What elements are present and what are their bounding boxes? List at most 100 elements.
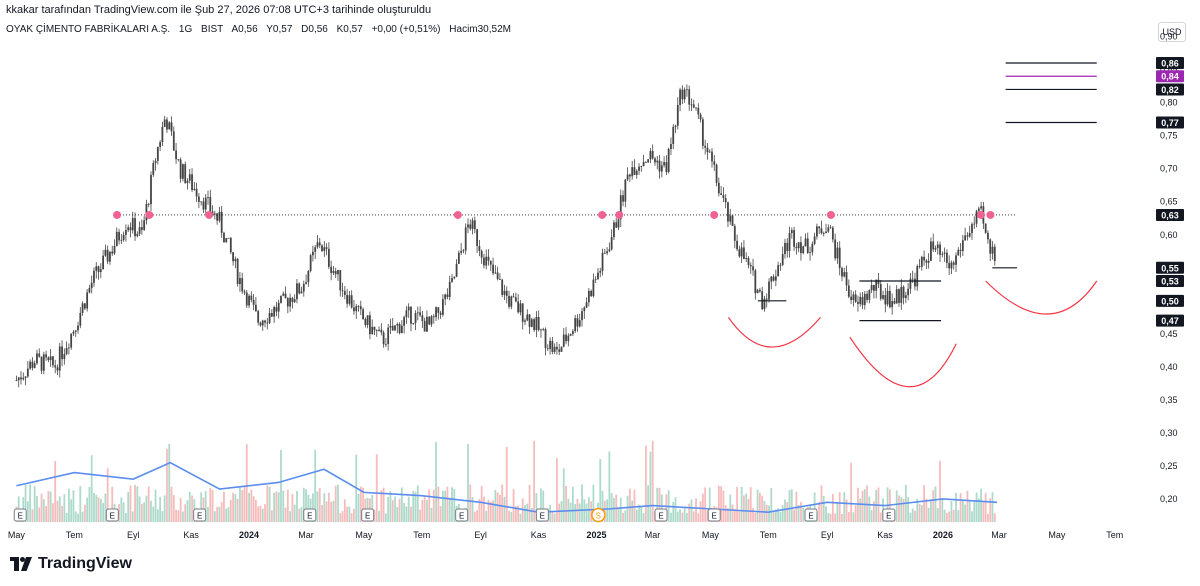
volume-bar [879, 512, 882, 522]
y-tick-label: 0,35 [1160, 395, 1178, 405]
volume-bar [398, 498, 401, 522]
volume-bar [813, 492, 816, 522]
candle-body [825, 231, 827, 234]
candle-body [127, 227, 130, 231]
candle-body [565, 334, 567, 342]
tradingview-logo[interactable]: TradingView [10, 555, 132, 573]
volume-bar [681, 512, 684, 522]
candle-body [722, 195, 725, 199]
candle-body [26, 368, 29, 377]
candle-body [993, 246, 996, 262]
candle-body [514, 297, 517, 302]
candle-body [736, 240, 738, 250]
candle-body [410, 306, 412, 324]
price-label-box [1156, 314, 1184, 327]
volume-bar [987, 513, 989, 522]
earnings-event-marker: E [707, 508, 721, 522]
interval-label[interactable]: 1G [178, 24, 193, 35]
candle-body [765, 298, 768, 300]
volume-bar [207, 507, 209, 522]
volume-bar [257, 506, 260, 522]
candle-body [460, 250, 463, 253]
candle-body [966, 235, 969, 237]
volume-bar [31, 509, 34, 522]
candle-body [546, 348, 549, 349]
candle-body [540, 329, 542, 331]
volume-bar [514, 506, 517, 522]
candle-body [387, 327, 390, 345]
candle-body [902, 286, 905, 298]
volume-bar [571, 486, 574, 522]
volume-bar [749, 487, 752, 522]
candle-body [941, 253, 944, 255]
candle-body [562, 334, 565, 347]
volume-bar [421, 500, 424, 522]
volume-bar [660, 494, 663, 522]
volume-bar [496, 492, 499, 522]
volume-bar [243, 486, 246, 522]
candle-body [152, 162, 155, 175]
volume-bar [485, 510, 488, 522]
candle-body [583, 307, 586, 312]
candle-body [578, 320, 581, 327]
candle-body [679, 89, 681, 105]
volume-bar [325, 501, 328, 522]
volume-bar [923, 485, 925, 522]
candle-body [115, 231, 118, 246]
pattern-curve [985, 280, 1098, 315]
currency-button[interactable]: USD [1158, 22, 1186, 42]
candle-body [469, 224, 472, 229]
price-label: 0,82 [1156, 83, 1184, 96]
candle-body [535, 316, 538, 330]
candle-body [218, 211, 221, 221]
candle-body [309, 255, 312, 271]
earnings-event-marker: E [105, 508, 119, 522]
volume-bar [102, 502, 105, 522]
volume-bar [56, 500, 59, 522]
volume-bar [341, 511, 344, 522]
volume-bar [993, 513, 996, 522]
candle-body [343, 290, 346, 295]
candle-body [676, 104, 679, 126]
volume-bar [410, 506, 412, 522]
y-tick-label: 0,40 [1160, 362, 1178, 372]
candle-body [232, 252, 234, 262]
volume-bar [898, 495, 900, 522]
candle-body [505, 290, 508, 297]
price-label-box [1156, 208, 1184, 221]
candle-body [738, 249, 741, 257]
resistance-touch-marker [826, 210, 835, 219]
volume-bar [88, 487, 91, 522]
candle-body [925, 260, 928, 263]
candle-body [857, 301, 859, 304]
volume-bar [562, 468, 565, 522]
volume-bar [191, 495, 193, 522]
volume-bar [569, 502, 572, 522]
candle-body [715, 164, 718, 183]
event-marker-label: E [712, 512, 717, 521]
volume-bar [492, 500, 494, 522]
candle-body [389, 325, 392, 328]
candle-body [97, 266, 100, 272]
candle-body [989, 239, 992, 254]
volume-bar [291, 493, 294, 522]
volume-bar [282, 490, 285, 522]
x-tick-label: May [355, 530, 373, 540]
candle-body [113, 245, 116, 254]
volume-bar [841, 513, 843, 522]
candle-body [936, 244, 939, 249]
candle-body [483, 257, 485, 266]
candle-body [597, 272, 599, 279]
symbol-name[interactable]: OYAK ÇİMENTO FABRİKALARI A.Ş. [6, 24, 171, 35]
candle-body [948, 262, 951, 269]
volume-bar [168, 443, 171, 522]
candle-body [793, 230, 795, 247]
candle-body [592, 279, 595, 297]
candle-body [987, 232, 989, 240]
price-label-text: 0,77 [1161, 118, 1179, 128]
candle-body [31, 361, 34, 368]
volume-bar [129, 485, 132, 522]
volume-bar [505, 446, 508, 522]
candle-body [665, 162, 668, 173]
